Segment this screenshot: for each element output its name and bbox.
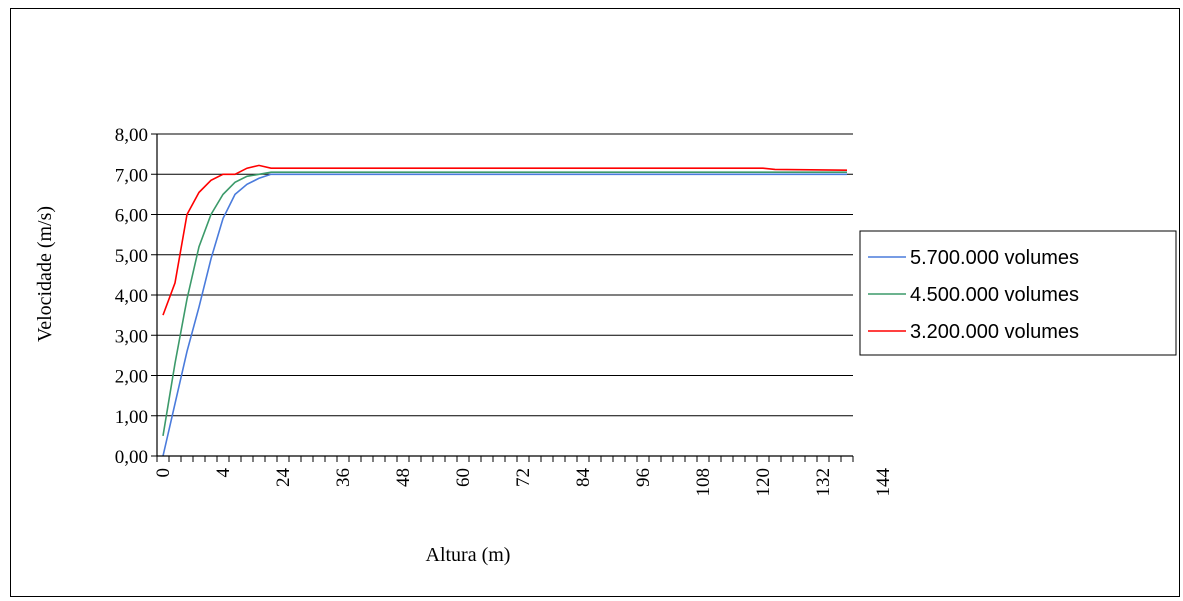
y-tick-label: 7,00 <box>115 165 148 186</box>
line-chart: 0,00 1,00 2,00 3,00 4,00 5,00 6,00 7,00 8,00 0 4 2… <box>34 125 1177 566</box>
legend: 5.700.000 volumes 4.500.000 volumes 3.200.… <box>859 230 1177 356</box>
y-tick-label: 2,00 <box>115 367 148 388</box>
y-tick-label: 1,00 <box>115 407 148 428</box>
x-tick-label: 60 <box>453 468 474 487</box>
y-tick-label: 4,00 <box>115 286 148 307</box>
gridlines <box>157 133 853 417</box>
x-tick-label: 0 <box>153 468 174 478</box>
chart-frame: 0,00 1,00 2,00 3,00 4,00 5,00 6,00 7,00 8,00 0 4 2… <box>10 8 1180 597</box>
x-tick-label: 144 <box>873 468 894 497</box>
series-line-2 <box>162 171 847 437</box>
x-tick-label: 48 <box>393 468 414 487</box>
y-tick-label: 6,00 <box>115 206 148 227</box>
legend-entry: 5.700.000 volumes <box>910 247 1079 269</box>
x-axis-ticks: 0 4 24 36 48 60 72 84 96 108 120 132 144 <box>153 456 894 497</box>
x-tick-label: 108 <box>693 468 714 497</box>
x-tick-label: 132 <box>813 468 834 497</box>
y-tick-label: 5,00 <box>115 246 148 267</box>
x-tick-label: 24 <box>273 468 294 488</box>
y-tick-label: 3,00 <box>115 326 148 347</box>
axes <box>156 134 853 457</box>
x-tick-label: 72 <box>513 468 534 487</box>
series-line-3 <box>162 164 848 316</box>
legend-box <box>859 230 1177 356</box>
x-tick-label: 84 <box>573 468 594 488</box>
legend-entry: 4.500.000 volumes <box>910 284 1079 306</box>
x-tick-label: 96 <box>633 468 654 487</box>
x-tick-label: 36 <box>333 468 354 487</box>
x-tick-label: 4 <box>213 468 234 478</box>
legend-entry: 3.200.000 volumes <box>910 321 1079 343</box>
y-axis-ticks: 0,00 1,00 2,00 3,00 4,00 5,00 6,00 7,00 8,00 <box>115 125 157 468</box>
x-axis-title: Altura (m) <box>426 544 511 566</box>
y-tick-label: 8,00 <box>115 125 148 146</box>
y-axis-title: Velocidade (m/s) <box>34 206 56 342</box>
y-tick-label: 0,00 <box>115 447 148 468</box>
series-line-1 <box>162 173 847 457</box>
x-tick-label: 120 <box>753 468 774 497</box>
series-lines <box>162 164 848 457</box>
